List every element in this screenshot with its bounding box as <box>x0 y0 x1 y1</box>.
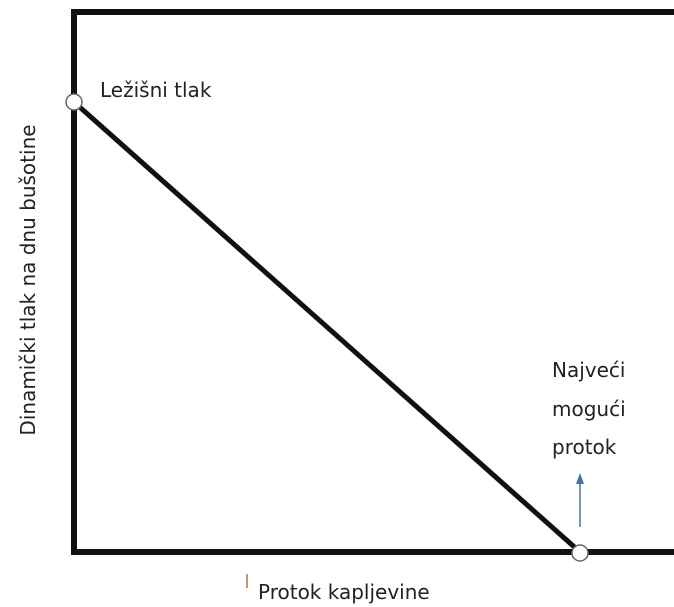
top-point <box>65 93 83 111</box>
x-axis-label: Protok kapljevine <box>258 580 430 604</box>
bottom-point-label: Najveći <box>552 358 625 382</box>
bottom-point-label: mogući <box>552 397 626 421</box>
ipr-line <box>72 100 582 554</box>
top-point-label: Ležišni tlak <box>100 78 212 102</box>
bottom-point <box>571 544 589 562</box>
arrow-head <box>576 473 584 484</box>
bottom-point-label: protok <box>552 435 617 459</box>
y-axis-label: Dinamički tlak na dnu bušotine <box>16 124 40 435</box>
